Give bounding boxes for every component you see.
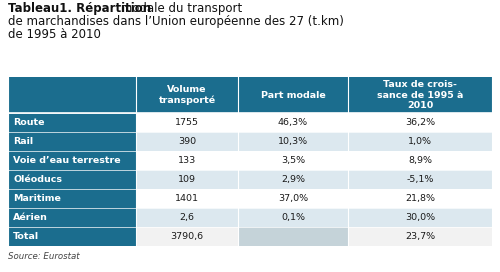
Text: 3790,6: 3790,6 (170, 232, 203, 241)
Text: Aérien: Aérien (13, 213, 48, 222)
Bar (136, 132, 238, 151)
Text: 37,0%: 37,0% (278, 194, 308, 203)
Text: 8,9%: 8,9% (408, 156, 432, 165)
Bar (238, 113, 348, 132)
Text: 1755: 1755 (175, 118, 199, 127)
Bar (136, 208, 238, 227)
Text: 0,1%: 0,1% (281, 213, 305, 222)
Bar (348, 113, 492, 132)
Bar (238, 189, 348, 208)
Text: 390: 390 (178, 137, 196, 146)
Text: Voie d’eau terrestre: Voie d’eau terrestre (13, 156, 120, 165)
Bar (348, 189, 492, 208)
Text: Rail: Rail (13, 137, 33, 146)
Bar (238, 170, 348, 189)
Bar (238, 151, 348, 170)
Bar (8, 132, 136, 151)
Bar (8, 113, 136, 132)
Text: Maritime: Maritime (13, 194, 61, 203)
Text: 46,3%: 46,3% (278, 118, 308, 127)
Text: 109: 109 (178, 175, 196, 184)
Bar (136, 151, 238, 170)
Bar (348, 77, 492, 113)
Text: 2,9%: 2,9% (281, 175, 305, 184)
Text: 2,6: 2,6 (180, 213, 194, 222)
Bar (238, 208, 348, 227)
Text: de marchandises dans l’Union européenne des 27 (t.km): de marchandises dans l’Union européenne … (8, 15, 344, 28)
Text: 1401: 1401 (175, 194, 199, 203)
Bar (238, 227, 348, 246)
Text: Taux de crois-
sance de 1995 à
2010: Taux de crois- sance de 1995 à 2010 (377, 80, 463, 110)
Text: Total: Total (13, 232, 39, 241)
Bar (8, 189, 136, 208)
Text: Oléoducs: Oléoducs (13, 175, 62, 184)
Text: 23,7%: 23,7% (405, 232, 435, 241)
Bar (8, 208, 136, 227)
Bar (348, 227, 492, 246)
Bar (136, 227, 238, 246)
Bar (348, 132, 492, 151)
Bar (348, 208, 492, 227)
Bar (348, 170, 492, 189)
Bar (238, 77, 348, 113)
Text: de 1995 à 2010: de 1995 à 2010 (8, 28, 101, 41)
Text: 133: 133 (178, 156, 196, 165)
Text: Volume
transporté: Volume transporté (158, 85, 216, 105)
Text: Source: Eurostat: Source: Eurostat (8, 252, 80, 261)
Bar (136, 170, 238, 189)
Text: 21,8%: 21,8% (405, 194, 435, 203)
Bar (8, 227, 136, 246)
Bar (136, 77, 238, 113)
Text: modale du transport: modale du transport (117, 2, 242, 15)
Bar (8, 77, 136, 113)
Bar (136, 113, 238, 132)
Text: 30,0%: 30,0% (405, 213, 435, 222)
Text: -5,1%: -5,1% (406, 175, 434, 184)
Text: Route: Route (13, 118, 44, 127)
Bar (8, 170, 136, 189)
Text: 10,3%: 10,3% (278, 137, 308, 146)
Bar (348, 151, 492, 170)
Bar (238, 132, 348, 151)
Text: 3,5%: 3,5% (281, 156, 305, 165)
Text: Part modale: Part modale (260, 91, 326, 100)
Text: Tableau1. Répartition: Tableau1. Répartition (8, 2, 151, 15)
Bar (8, 151, 136, 170)
Bar (136, 189, 238, 208)
Text: 36,2%: 36,2% (405, 118, 435, 127)
Text: 1,0%: 1,0% (408, 137, 432, 146)
